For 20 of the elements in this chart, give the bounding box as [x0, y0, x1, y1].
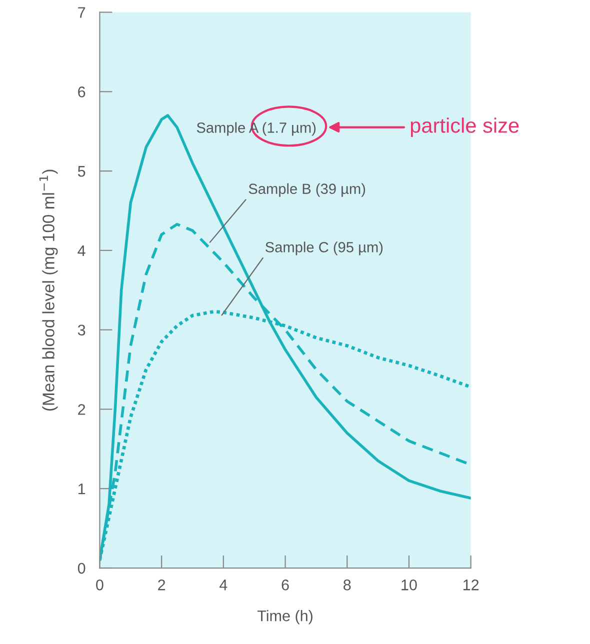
x-tick-label: 2	[158, 580, 166, 590]
x-tick-label: 12	[463, 580, 479, 590]
y-tick-label: 1	[78, 484, 86, 494]
y-tick-label: 6	[78, 86, 86, 98]
x-axis-title: Time (h)	[257, 610, 312, 624]
x-tick-label: 6	[282, 580, 289, 590]
text: Sample C (95 µm)	[266, 242, 383, 256]
annotation: particle size	[410, 118, 519, 137]
y-tick-label: 3	[78, 324, 86, 336]
y-axis-title: (Mean blood level (mg 100 ml$^{−1}$)	[39, 170, 58, 411]
x-tick-label: 0	[96, 580, 104, 590]
text: Sample B (39 µm)	[248, 183, 366, 197]
y-tick-label: 4	[78, 245, 86, 256]
x-tick-label: 4	[220, 580, 228, 590]
y-tick-label: 5	[78, 166, 86, 177]
y-tick-label: 0	[78, 562, 86, 574]
x-tick-label: 8	[344, 580, 351, 590]
x-tick-label: 10	[402, 580, 417, 590]
y-tick-label: 2	[78, 404, 86, 415]
y-tick-label: 7	[78, 7, 86, 18]
